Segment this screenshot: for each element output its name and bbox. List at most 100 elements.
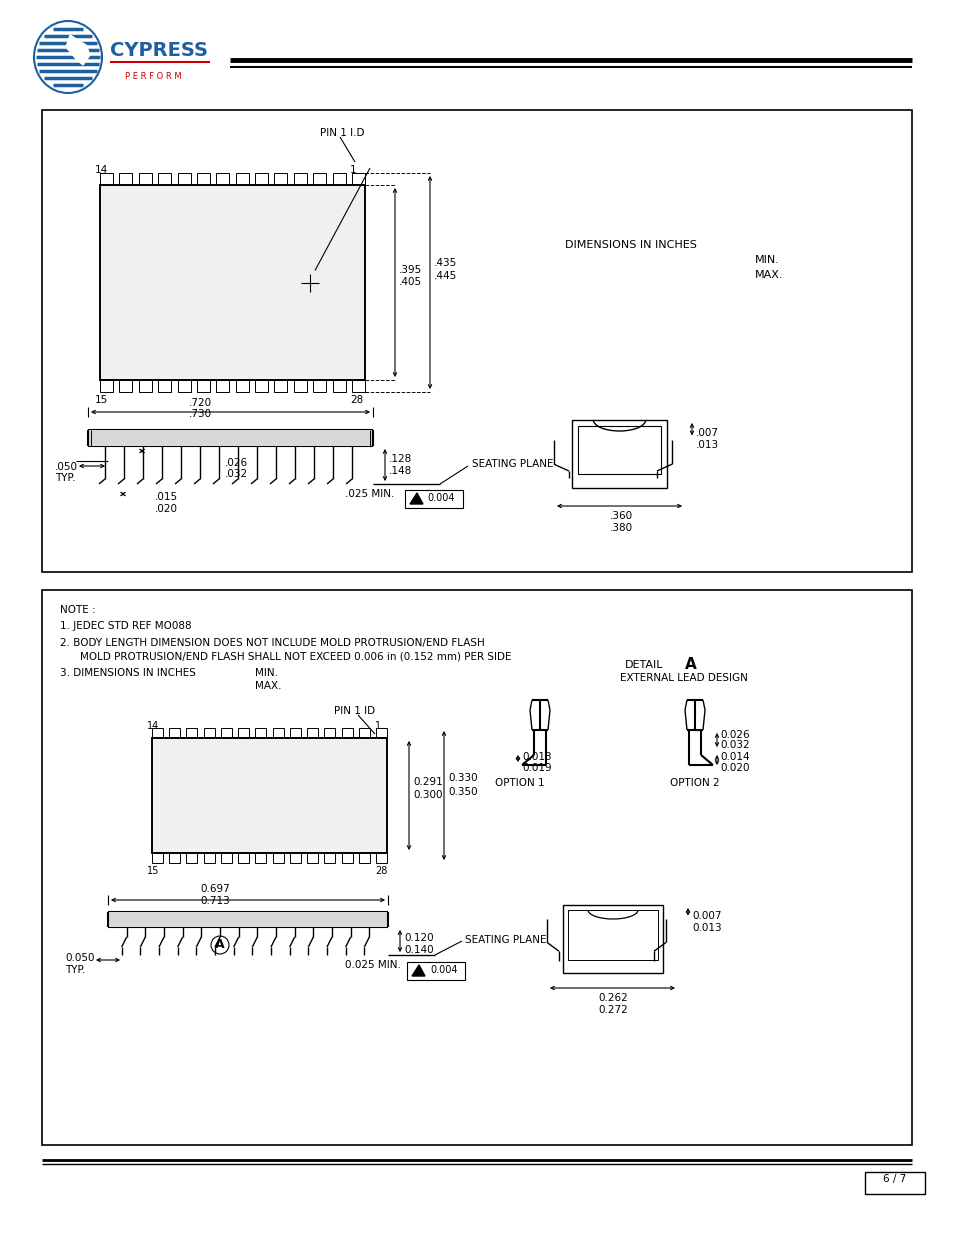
Bar bbox=[158, 380, 171, 391]
Bar bbox=[333, 380, 345, 391]
Bar bbox=[255, 727, 266, 739]
Bar bbox=[290, 853, 300, 863]
Bar bbox=[290, 727, 300, 739]
Bar bbox=[273, 727, 283, 739]
Text: 28: 28 bbox=[375, 866, 387, 876]
Bar bbox=[313, 380, 326, 391]
Text: .015: .015 bbox=[154, 492, 178, 501]
Bar bbox=[341, 727, 353, 739]
Polygon shape bbox=[410, 493, 422, 504]
Bar bbox=[274, 173, 287, 185]
Bar bbox=[324, 853, 335, 863]
Text: OPTION 1: OPTION 1 bbox=[495, 778, 544, 788]
Text: 0.697: 0.697 bbox=[200, 884, 230, 894]
Text: PIN 1 I.D: PIN 1 I.D bbox=[319, 128, 364, 138]
Text: .445: .445 bbox=[434, 270, 456, 280]
Text: 2. BODY LENGTH DIMENSION DOES NOT INCLUDE MOLD PROTRUSION/END FLASH: 2. BODY LENGTH DIMENSION DOES NOT INCLUD… bbox=[60, 638, 484, 648]
Bar bbox=[100, 185, 365, 380]
Text: 0.050: 0.050 bbox=[65, 953, 94, 963]
Bar bbox=[572, 420, 666, 488]
Bar bbox=[138, 173, 152, 185]
Text: .148: .148 bbox=[389, 466, 412, 475]
Polygon shape bbox=[73, 47, 88, 62]
Text: MAX.: MAX. bbox=[754, 270, 782, 280]
Text: 1. JEDEC STD REF MO088: 1. JEDEC STD REF MO088 bbox=[60, 621, 192, 631]
Bar bbox=[119, 173, 132, 185]
Text: 15: 15 bbox=[95, 395, 108, 405]
Text: TYP.: TYP. bbox=[55, 473, 75, 483]
Text: SEATING PLANE: SEATING PLANE bbox=[472, 459, 553, 469]
Bar bbox=[100, 380, 112, 391]
Bar bbox=[88, 430, 373, 446]
Bar bbox=[307, 853, 317, 863]
Text: 28: 28 bbox=[350, 395, 363, 405]
Bar bbox=[152, 727, 163, 739]
Bar bbox=[216, 380, 229, 391]
Text: A: A bbox=[215, 939, 225, 951]
Bar bbox=[341, 853, 353, 863]
Bar bbox=[169, 853, 180, 863]
Text: 0.350: 0.350 bbox=[448, 788, 477, 798]
Text: 1: 1 bbox=[375, 721, 381, 731]
Bar bbox=[352, 380, 365, 391]
Text: .395: .395 bbox=[398, 264, 422, 274]
Text: 0.272: 0.272 bbox=[598, 1005, 627, 1015]
Bar bbox=[294, 380, 307, 391]
Bar bbox=[204, 853, 214, 863]
Text: .026: .026 bbox=[225, 458, 248, 468]
Text: 0.262: 0.262 bbox=[598, 993, 627, 1003]
Bar bbox=[177, 380, 191, 391]
Bar bbox=[333, 173, 345, 185]
Bar bbox=[375, 727, 387, 739]
Text: OPTION 2: OPTION 2 bbox=[670, 778, 720, 788]
Bar bbox=[235, 173, 249, 185]
Text: 0.007: 0.007 bbox=[691, 911, 720, 921]
Bar bbox=[186, 853, 197, 863]
Bar bbox=[324, 727, 335, 739]
Text: .435: .435 bbox=[434, 258, 456, 268]
Text: 3. DIMENSIONS IN INCHES: 3. DIMENSIONS IN INCHES bbox=[60, 668, 195, 678]
Text: 0.004: 0.004 bbox=[427, 493, 454, 503]
Text: DETAIL: DETAIL bbox=[624, 659, 662, 671]
Bar bbox=[405, 490, 462, 508]
Bar bbox=[358, 727, 370, 739]
Text: 0.032: 0.032 bbox=[720, 740, 749, 750]
Text: .025 MIN.: .025 MIN. bbox=[345, 489, 394, 499]
Polygon shape bbox=[412, 965, 424, 976]
Text: DIMENSIONS IN INCHES: DIMENSIONS IN INCHES bbox=[564, 240, 696, 249]
Text: .128: .128 bbox=[389, 454, 412, 464]
Text: MIN.: MIN. bbox=[754, 254, 779, 266]
Bar bbox=[169, 727, 180, 739]
Bar bbox=[313, 173, 326, 185]
Text: CYPRESS: CYPRESS bbox=[110, 41, 208, 59]
Text: .380: .380 bbox=[609, 522, 632, 534]
Bar bbox=[254, 173, 268, 185]
Text: MAX.: MAX. bbox=[254, 680, 281, 692]
Bar bbox=[108, 911, 388, 927]
Text: .720: .720 bbox=[189, 398, 212, 408]
Bar bbox=[562, 905, 662, 973]
Bar bbox=[186, 727, 197, 739]
Bar bbox=[255, 853, 266, 863]
Bar bbox=[238, 727, 249, 739]
Text: 0.025 MIN.: 0.025 MIN. bbox=[345, 960, 400, 969]
Bar bbox=[254, 380, 268, 391]
Text: 0.300: 0.300 bbox=[413, 790, 442, 800]
Bar bbox=[238, 853, 249, 863]
Text: SEATING PLANE: SEATING PLANE bbox=[464, 935, 546, 945]
Bar bbox=[407, 962, 464, 981]
Bar bbox=[221, 853, 232, 863]
Bar bbox=[100, 173, 112, 185]
Text: MOLD PROTRUSION/END FLASH SHALL NOT EXCEED 0.006 in (0.152 mm) PER SIDE: MOLD PROTRUSION/END FLASH SHALL NOT EXCE… bbox=[80, 652, 511, 662]
Text: 0.026: 0.026 bbox=[720, 730, 749, 740]
Text: .730: .730 bbox=[189, 409, 212, 419]
Bar bbox=[274, 380, 287, 391]
Bar bbox=[358, 853, 370, 863]
Text: 0.013: 0.013 bbox=[691, 923, 720, 932]
Text: .020: .020 bbox=[154, 504, 178, 514]
Bar bbox=[352, 173, 365, 185]
Bar bbox=[100, 185, 365, 380]
Bar bbox=[138, 380, 152, 391]
Bar bbox=[152, 853, 163, 863]
Text: .032: .032 bbox=[225, 469, 248, 479]
